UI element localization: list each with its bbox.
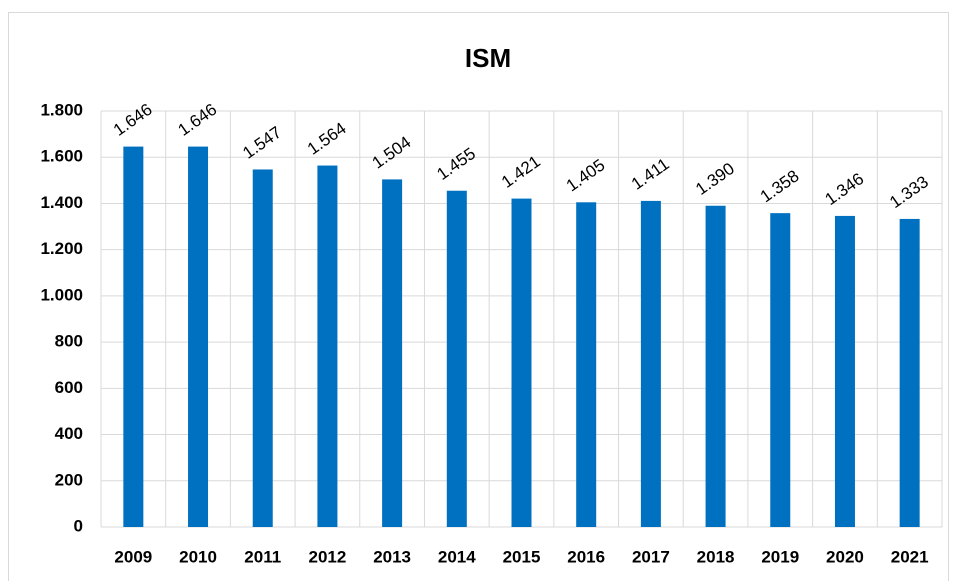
bar bbox=[123, 146, 144, 527]
bar bbox=[511, 198, 532, 527]
bar bbox=[899, 218, 920, 527]
y-tick-label: 400 bbox=[55, 424, 83, 443]
y-tick-label: 1.000 bbox=[40, 285, 83, 304]
x-tick-label: 2015 bbox=[503, 547, 541, 566]
y-tick-label: 600 bbox=[55, 378, 83, 397]
bar bbox=[834, 215, 855, 527]
bar bbox=[188, 146, 209, 527]
bar bbox=[770, 213, 791, 527]
chart-border bbox=[8, 12, 949, 581]
x-tick-label: 2017 bbox=[632, 547, 670, 566]
x-tick-label: 2016 bbox=[567, 547, 605, 566]
chart-title: ISM bbox=[465, 43, 511, 73]
bar bbox=[640, 200, 661, 527]
x-tick-label: 2011 bbox=[244, 547, 281, 566]
x-tick-label: 2019 bbox=[761, 547, 799, 566]
bar bbox=[576, 202, 597, 528]
bar bbox=[317, 165, 338, 527]
x-tick-label: 2009 bbox=[114, 547, 152, 566]
x-tick-label: 2010 bbox=[179, 547, 217, 566]
x-tick-label: 2012 bbox=[309, 547, 347, 566]
y-tick-label: 0 bbox=[74, 516, 83, 535]
y-tick-label: 800 bbox=[55, 332, 83, 351]
bar bbox=[252, 169, 273, 527]
y-tick-label: 1.400 bbox=[40, 193, 83, 212]
bar bbox=[705, 205, 726, 527]
y-tick-label: 1.800 bbox=[40, 100, 83, 119]
x-tick-label: 2014 bbox=[438, 547, 476, 566]
x-tick-label: 2013 bbox=[373, 547, 411, 566]
x-tick-label: 2020 bbox=[826, 547, 864, 566]
x-tick-label: 2021 bbox=[891, 547, 929, 566]
y-tick-label: 1.600 bbox=[40, 147, 83, 166]
y-tick-label: 1.200 bbox=[40, 239, 83, 258]
bar bbox=[382, 179, 403, 528]
bar bbox=[446, 190, 467, 527]
x-tick-label: 2018 bbox=[697, 547, 735, 566]
y-tick-label: 200 bbox=[55, 470, 83, 489]
